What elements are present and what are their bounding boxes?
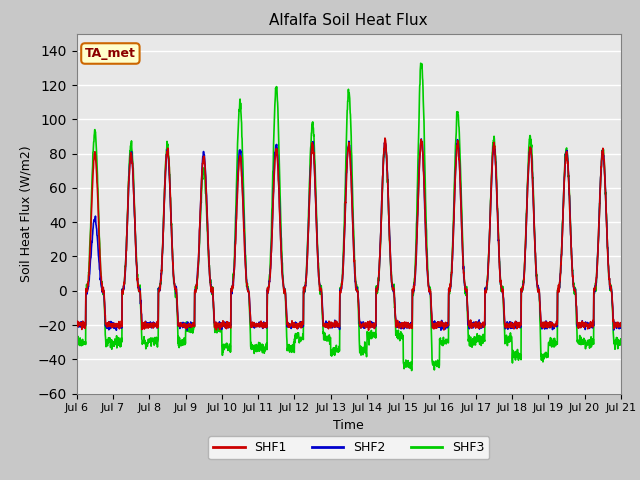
Legend: SHF1, SHF2, SHF3: SHF1, SHF2, SHF3 <box>209 436 489 459</box>
SHF1 <box>584 324 592 329</box>
SHF1 <box>617 320 625 326</box>
SHF1 <box>508 320 515 325</box>
SHF2 <box>225 321 232 326</box>
Line: SHF2: SHF2 <box>77 139 621 330</box>
SHF2 <box>365 319 372 325</box>
SHF2 <box>376 239 384 244</box>
Line: SHF1: SHF1 <box>77 138 621 330</box>
SHF2 <box>508 323 515 328</box>
SHF1 <box>570 281 577 287</box>
SHF3 <box>408 368 415 373</box>
SHF1 <box>365 327 372 333</box>
SHF2 <box>617 325 625 331</box>
Line: SHF3: SHF3 <box>77 63 621 371</box>
Title: Alfalfa Soil Heat Flux: Alfalfa Soil Heat Flux <box>269 13 428 28</box>
SHF3 <box>417 60 424 66</box>
SHF3 <box>570 279 577 285</box>
SHF3 <box>376 247 384 253</box>
SHF1 <box>73 319 81 325</box>
SHF2 <box>73 318 81 324</box>
SHF3 <box>73 337 81 343</box>
SHF3 <box>225 347 232 352</box>
Text: TA_met: TA_met <box>85 47 136 60</box>
SHF3 <box>508 336 515 342</box>
SHF2 <box>113 327 120 333</box>
SHF1 <box>225 321 232 326</box>
X-axis label: Time: Time <box>333 419 364 432</box>
SHF1 <box>376 238 384 244</box>
SHF3 <box>584 342 592 348</box>
SHF2 <box>584 323 592 328</box>
SHF1 <box>381 135 388 141</box>
SHF3 <box>365 330 372 336</box>
SHF2 <box>417 136 425 142</box>
SHF2 <box>570 277 577 283</box>
SHF3 <box>617 336 625 342</box>
Y-axis label: Soil Heat Flux (W/m2): Soil Heat Flux (W/m2) <box>19 145 32 282</box>
SHF1 <box>365 323 372 329</box>
